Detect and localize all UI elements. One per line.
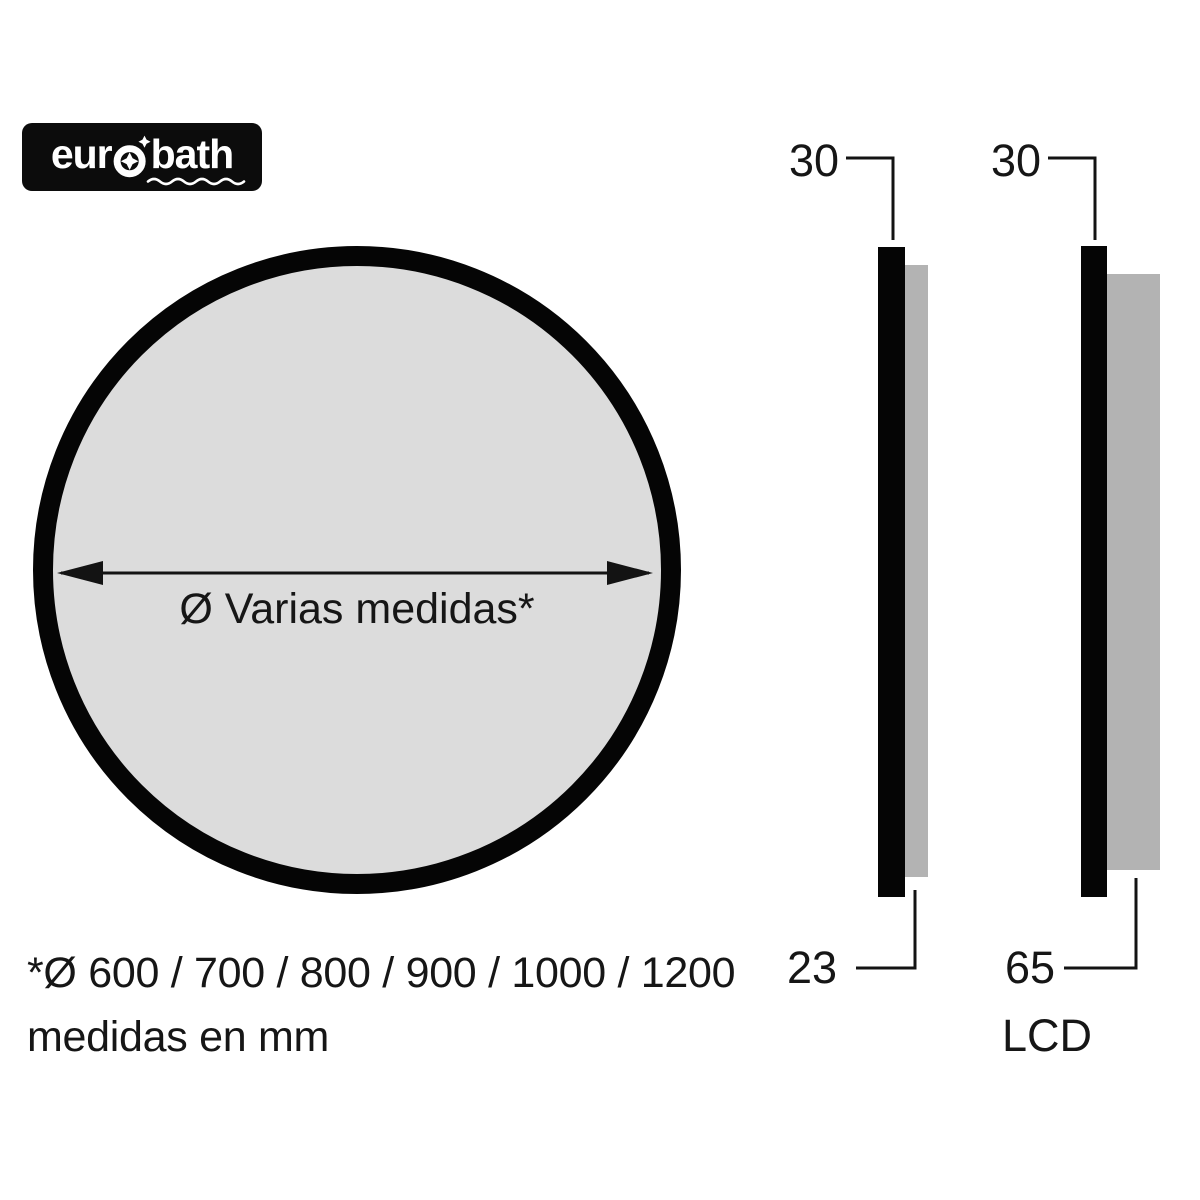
star-o-icon — [113, 135, 151, 177]
brand-logo: eur bath — [22, 123, 262, 191]
logo-text-eur: eur — [50, 130, 113, 177]
left-profile-mirror-bar — [878, 247, 905, 897]
right-profile-mirror-bar — [1081, 246, 1107, 897]
footnote-units: medidas en mm — [27, 1013, 329, 1061]
diameter-arrow-icon — [57, 561, 653, 585]
logo-wordmark: eur bath — [50, 130, 235, 178]
dim-label-right-frame-30: 30 — [990, 135, 1042, 186]
dim-label-left-frame-30: 30 — [788, 135, 840, 186]
wave-icon — [146, 177, 246, 186]
dim-label-right-depth-65: 65 — [1004, 942, 1056, 993]
diameter-label: Ø Varias medidas* — [179, 585, 535, 633]
dim-label-left-depth-23: 23 — [786, 942, 838, 993]
variant-label-lcd: LCD — [1001, 1010, 1093, 1061]
footnote-available-sizes: *Ø 600 / 700 / 800 / 900 / 1000 / 1200 — [27, 949, 736, 997]
right-profile-back-panel-bar — [1107, 274, 1160, 870]
logo-text-bath: bath — [150, 130, 235, 177]
left-profile-back-panel-bar — [905, 265, 928, 877]
